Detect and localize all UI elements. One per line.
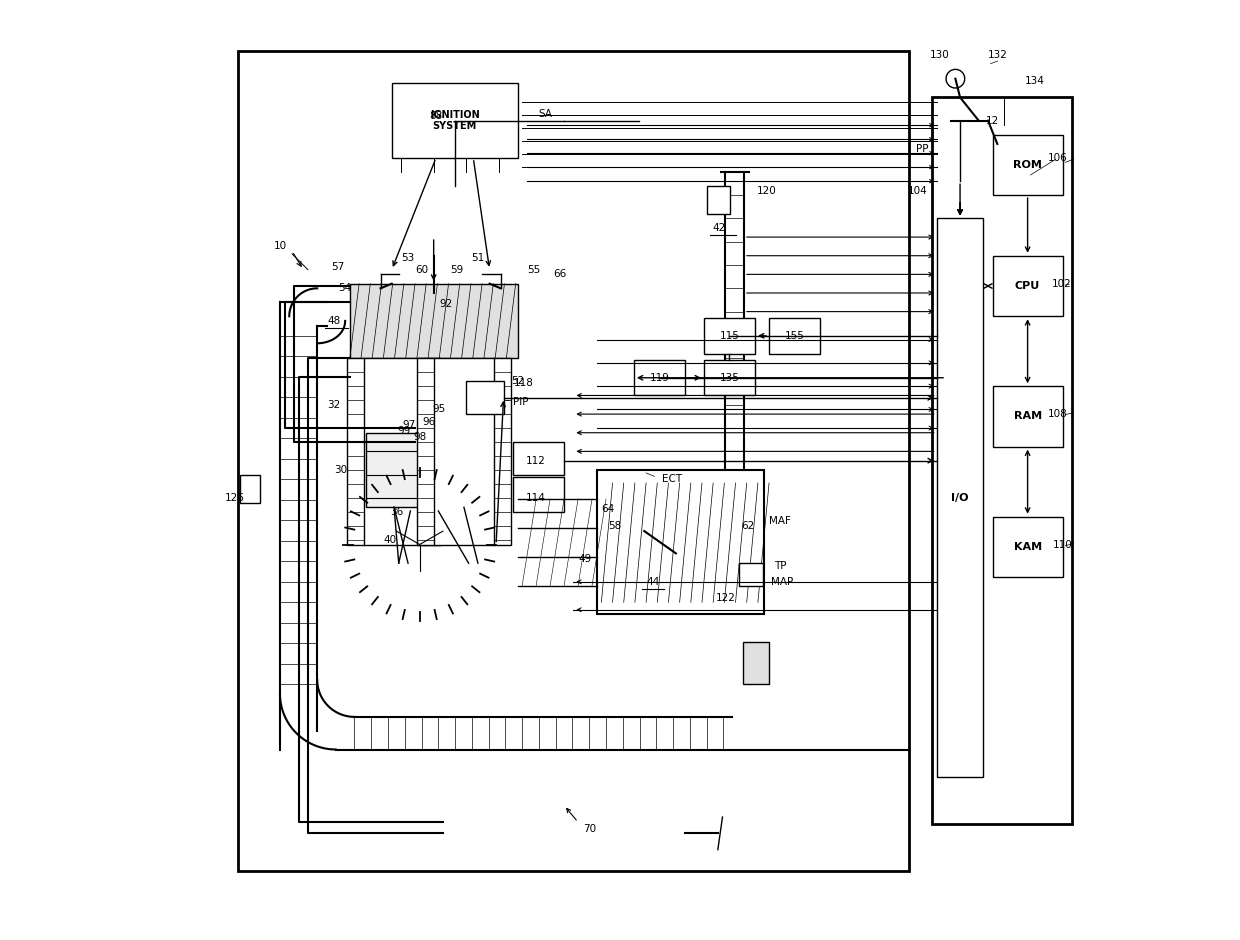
Text: 60: 60: [415, 265, 428, 274]
Bar: [707, 186, 730, 213]
Text: 132: 132: [987, 51, 1007, 60]
Bar: [936, 218, 983, 777]
Text: 110: 110: [1053, 540, 1073, 550]
Text: 30: 30: [334, 465, 347, 475]
Text: 57: 57: [331, 262, 345, 272]
Text: 10: 10: [274, 242, 288, 251]
Text: 59: 59: [450, 265, 464, 274]
Text: 99: 99: [397, 426, 410, 436]
Text: 97: 97: [402, 420, 415, 431]
Text: 102: 102: [1052, 278, 1071, 289]
Bar: [704, 318, 755, 353]
Text: MAP: MAP: [771, 577, 794, 587]
FancyBboxPatch shape: [432, 799, 697, 868]
Text: 95: 95: [433, 404, 446, 415]
Text: 126: 126: [226, 493, 246, 503]
Bar: [417, 358, 511, 544]
Circle shape: [413, 538, 427, 551]
Text: 48: 48: [327, 316, 341, 326]
Text: 36: 36: [389, 507, 403, 517]
Bar: [350, 284, 517, 358]
Text: 98: 98: [413, 432, 427, 443]
Text: 114: 114: [526, 493, 546, 503]
Text: RAM: RAM: [1013, 412, 1042, 421]
Text: KAM: KAM: [1013, 541, 1042, 552]
Text: 58: 58: [608, 521, 621, 531]
Text: 54: 54: [339, 283, 352, 293]
Bar: [392, 84, 517, 158]
Bar: [739, 563, 763, 587]
Text: 66: 66: [553, 270, 567, 279]
Bar: [769, 318, 821, 353]
FancyBboxPatch shape: [446, 812, 682, 854]
Bar: [993, 386, 1063, 446]
Text: TP: TP: [774, 561, 786, 571]
Text: 40: 40: [383, 535, 397, 545]
Bar: [347, 358, 441, 544]
Bar: [993, 256, 1063, 316]
Text: 135: 135: [719, 373, 739, 383]
Text: 52: 52: [511, 377, 525, 386]
Text: SA: SA: [538, 109, 553, 119]
Bar: [466, 382, 503, 415]
Text: ROM: ROM: [1013, 160, 1042, 170]
Text: 96: 96: [423, 416, 435, 427]
Bar: [634, 360, 686, 396]
Text: 49: 49: [578, 554, 591, 563]
Text: 130: 130: [930, 51, 950, 60]
Text: 118: 118: [515, 379, 534, 388]
Bar: [513, 442, 564, 475]
Bar: [366, 432, 423, 508]
Text: ECT: ECT: [662, 475, 682, 484]
Text: 88: 88: [429, 111, 443, 121]
Text: 134: 134: [1024, 75, 1044, 86]
Text: 119: 119: [650, 373, 670, 383]
Text: 120: 120: [756, 185, 776, 196]
Bar: [932, 98, 1071, 824]
Bar: [704, 360, 755, 396]
Text: 64: 64: [601, 504, 615, 514]
Bar: [993, 517, 1063, 577]
Text: 55: 55: [527, 265, 539, 274]
Text: 51: 51: [471, 253, 484, 262]
Text: 42: 42: [712, 223, 725, 233]
Text: CPU: CPU: [1016, 281, 1040, 291]
Text: 92: 92: [439, 299, 453, 309]
Text: 155: 155: [785, 331, 805, 341]
Text: 12: 12: [986, 116, 999, 126]
Bar: [993, 134, 1063, 196]
Text: 44: 44: [646, 577, 660, 587]
Text: I/O: I/O: [951, 493, 968, 503]
Text: 32: 32: [327, 400, 341, 410]
Bar: [239, 475, 260, 503]
Text: IGNITION
SYSTEM: IGNITION SYSTEM: [430, 110, 480, 132]
Text: 115: 115: [719, 331, 739, 341]
Text: 106: 106: [1048, 153, 1068, 163]
Bar: [596, 470, 764, 615]
Bar: [238, 51, 909, 870]
Text: 104: 104: [908, 185, 928, 196]
Text: 70: 70: [583, 823, 595, 834]
Text: 112: 112: [526, 456, 546, 465]
Text: 108: 108: [1048, 409, 1068, 419]
Text: 122: 122: [717, 592, 737, 603]
Bar: [743, 642, 769, 684]
Bar: [513, 477, 564, 512]
Text: PIP: PIP: [512, 397, 528, 407]
Text: PP: PP: [915, 144, 928, 153]
Text: 62: 62: [742, 521, 754, 531]
Text: MAF: MAF: [769, 516, 791, 526]
Text: 53: 53: [401, 253, 414, 262]
